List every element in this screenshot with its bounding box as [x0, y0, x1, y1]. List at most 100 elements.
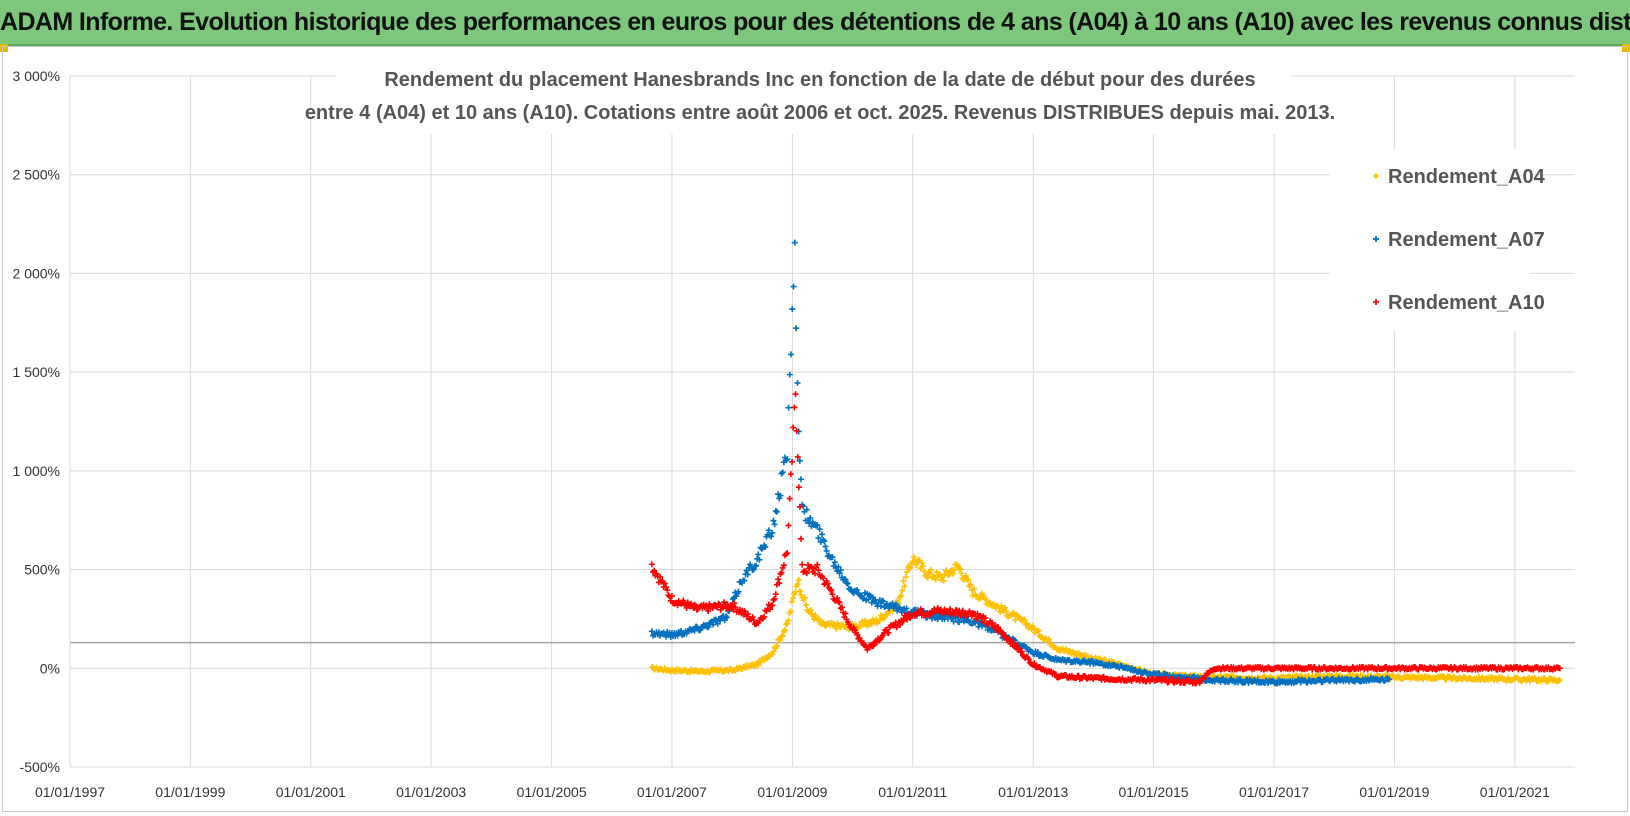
data-point: [705, 608, 712, 615]
data-point: [1003, 608, 1010, 615]
data-point: [903, 569, 910, 576]
data-point: [801, 594, 808, 601]
data-point: [881, 604, 888, 611]
data-point: [723, 614, 730, 621]
data-point: [831, 559, 838, 566]
data-point: [771, 521, 778, 528]
series-Rendement_A10: [648, 391, 1563, 687]
data-point: [702, 602, 709, 609]
data-point: [815, 567, 822, 574]
x-tick-label: 01/01/2003: [396, 784, 466, 800]
data-point: [779, 469, 786, 476]
data-point: [818, 531, 825, 538]
data-point: [814, 561, 821, 568]
y-tick-label: 2 500%: [13, 167, 60, 183]
chart-frame: [2, 46, 1628, 812]
data-point: [715, 600, 722, 607]
data-point: [729, 603, 736, 610]
data-point: [664, 587, 671, 594]
data-point: [951, 567, 958, 574]
data-point: [967, 581, 974, 588]
data-point: [789, 595, 796, 602]
x-tick-label: 01/01/2005: [517, 784, 587, 800]
data-point: [691, 601, 698, 608]
data-point: [776, 495, 783, 502]
title-banner: [0, 0, 1630, 46]
data-point: [692, 602, 699, 609]
data-point: [749, 614, 756, 621]
corner-marker: [1622, 44, 1630, 52]
data-point: [1556, 665, 1563, 672]
data-point: [1556, 677, 1563, 684]
data-point: [806, 520, 813, 527]
data-point: [807, 607, 814, 614]
data-point: [902, 573, 909, 580]
y-axis-ticks: 3 000% 2 500% 2 000% 1 500% 1 000% 500% 0% -500…: [13, 68, 60, 775]
page-title: ADAM Informe. Evolution historique des p…: [0, 8, 1630, 36]
data-point: [777, 492, 784, 499]
data-point: [741, 577, 748, 584]
data-point: [958, 570, 965, 577]
data-point: [762, 543, 769, 550]
data-point: [752, 562, 759, 569]
chart-subtitle: entre 4 (A04) et 10 ans (A10). Cotations…: [305, 102, 1335, 124]
data-point: [799, 561, 806, 568]
data-point: [803, 601, 810, 608]
data-point: [940, 577, 947, 584]
legend: Rendement_A04 Rendement_A07 Rendement_A10: [1330, 150, 1546, 330]
data-point: [797, 476, 804, 483]
data-point: [835, 563, 842, 570]
legend-label: Rendement_A04: [1388, 166, 1546, 188]
data-point: [795, 484, 802, 491]
data-point: [1012, 616, 1019, 623]
x-tick-label: 01/01/2021: [1480, 784, 1550, 800]
data-point: [821, 538, 828, 545]
data-point: [836, 599, 843, 606]
data-point: [786, 495, 793, 502]
data-point: [750, 617, 757, 624]
data-point: [1031, 660, 1038, 667]
data-point: [777, 637, 784, 644]
x-tick-label: 01/01/1999: [155, 784, 225, 800]
subtitle-background: [336, 66, 1291, 134]
data-point: [878, 612, 885, 619]
data-point: [1025, 656, 1032, 663]
data-point: [965, 576, 972, 583]
data-point: [866, 592, 873, 599]
data-point: [838, 604, 845, 611]
y-tick-label: 1 500%: [13, 364, 60, 380]
data-point: [829, 554, 836, 561]
data-point: [814, 521, 821, 528]
data-point: [792, 589, 799, 596]
data-point: [773, 508, 780, 515]
legend-marker: [1373, 173, 1379, 179]
data-point: [893, 601, 900, 608]
data-point: [744, 571, 751, 578]
data-point: [897, 621, 904, 628]
data-point: [750, 566, 757, 573]
data-point: [722, 613, 729, 620]
data-point: [883, 626, 890, 633]
data-point: [755, 551, 762, 558]
data-point: [982, 615, 989, 622]
data-point: [842, 610, 849, 617]
data-point: [844, 580, 851, 587]
data-point: [756, 556, 763, 563]
data-point: [796, 457, 803, 464]
data-point: [796, 588, 803, 595]
data-point: [823, 547, 830, 554]
data-point: [926, 570, 933, 577]
data-point: [828, 587, 835, 594]
data-point: [936, 571, 943, 578]
data-point: [765, 527, 772, 534]
data-point: [846, 621, 853, 628]
data-point: [1386, 676, 1393, 683]
data-point: [661, 580, 668, 587]
data-point: [996, 626, 1003, 633]
data-point: [745, 611, 752, 618]
data-point: [683, 604, 690, 611]
data-point: [770, 596, 777, 603]
legend-label: Rendement_A10: [1388, 292, 1545, 314]
data-point: [782, 626, 789, 633]
